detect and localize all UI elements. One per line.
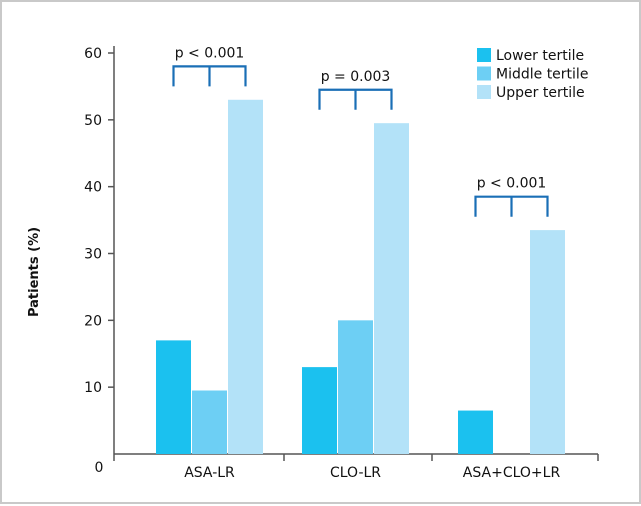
- bar: [228, 99, 263, 455]
- axes: 10 20 30 40 50 60 ASA-LR CLO-LR ASA+CLO+LR: [84, 46, 599, 481]
- p-value-label: p = 0.003: [321, 69, 391, 85]
- significance-bracket: [172, 65, 247, 87]
- x-category-label: ASA+CLO+LR: [463, 465, 561, 481]
- bar: [192, 390, 227, 454]
- legend-swatch: [477, 66, 491, 81]
- bar: [302, 367, 337, 454]
- origin-label: 0: [95, 460, 104, 476]
- bar: [374, 123, 409, 455]
- x-category-label: ASA-LR: [184, 465, 235, 481]
- y-tick-label: 10: [84, 380, 102, 396]
- y-axis-label: Patients (%): [27, 227, 42, 317]
- p-value-label: p < 0.001: [477, 176, 547, 192]
- y-tick-label: 20: [84, 313, 102, 329]
- legend: Lower tertile Middle tertile Upper tertile: [477, 48, 588, 101]
- x-category-label: CLO-LR: [330, 465, 381, 481]
- legend-swatch: [477, 85, 491, 99]
- y-tick-label: 60: [84, 46, 102, 62]
- y-tick-label: 30: [84, 247, 102, 263]
- bar: [338, 320, 373, 454]
- bar: [156, 340, 191, 454]
- y-tick-label: 50: [84, 113, 102, 129]
- p-value-label: p < 0.001: [175, 45, 245, 61]
- y-tick-label: 40: [84, 180, 102, 196]
- bar: [458, 410, 493, 454]
- legend-swatch: [477, 48, 491, 62]
- bars: [156, 99, 565, 455]
- significance-bracket: [318, 88, 393, 110]
- legend-label: Middle tertile: [496, 67, 588, 83]
- legend-label: Upper tertile: [496, 85, 585, 101]
- significance-brackets: p < 0.001 p = 0.003 p < 0.001: [172, 45, 549, 217]
- bar: [530, 230, 565, 454]
- significance-bracket: [474, 195, 549, 217]
- legend-label: Lower tertile: [496, 48, 584, 64]
